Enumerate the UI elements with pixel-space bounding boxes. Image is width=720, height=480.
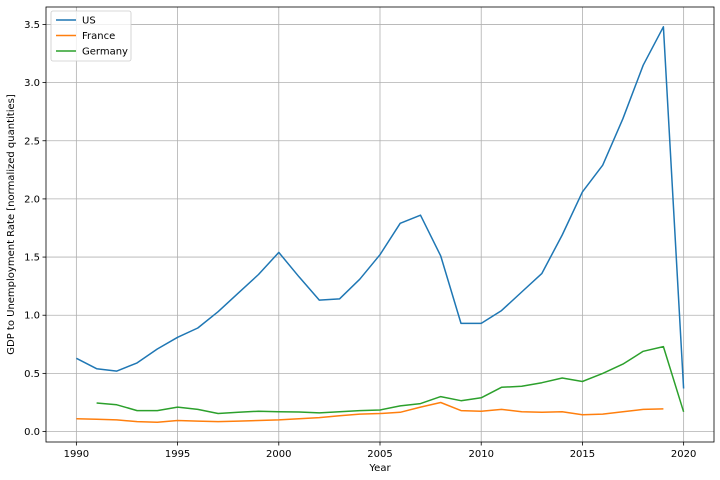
y-tick-label: 1.5 (24, 253, 40, 264)
y-tick-label: 3.0 (24, 78, 40, 89)
x-tick-label: 1990 (64, 449, 89, 460)
series-line-france (76, 401, 664, 423)
series-line-us (76, 26, 685, 389)
x-tick-label: 1995 (165, 449, 190, 460)
grid-lines (46, 7, 714, 442)
series-line-germany (96, 345, 685, 415)
x-axis-title: Year (368, 463, 391, 474)
legend-label: Germany (82, 47, 128, 58)
x-tick-label: 2005 (367, 449, 392, 460)
series-lines (76, 26, 685, 423)
x-tick-label: 2000 (266, 449, 291, 460)
legend-box (50, 10, 132, 62)
legend-label: France (82, 31, 115, 42)
axis-ticks: 1990 1995 2000 2005 2010 2015 2020 0.0 0.5 1.0 1.5… (24, 20, 696, 460)
legend-label: US (82, 16, 96, 27)
y-axis-title: GDP to Unemployment Rate [normalized qua… (6, 94, 17, 355)
x-tick-label: 2020 (671, 449, 696, 460)
legend: US France Germany (50, 10, 132, 62)
x-tick-label: 2010 (468, 449, 493, 460)
y-tick-label: 2.0 (24, 194, 40, 205)
y-tick-label: 0.0 (24, 427, 40, 438)
y-tick-label: 2.5 (24, 136, 40, 147)
y-tick-label: 3.5 (24, 20, 40, 31)
y-tick-label: 1.0 (24, 311, 40, 322)
x-tick-label: 2015 (570, 449, 595, 460)
y-tick-label: 0.5 (24, 369, 40, 380)
